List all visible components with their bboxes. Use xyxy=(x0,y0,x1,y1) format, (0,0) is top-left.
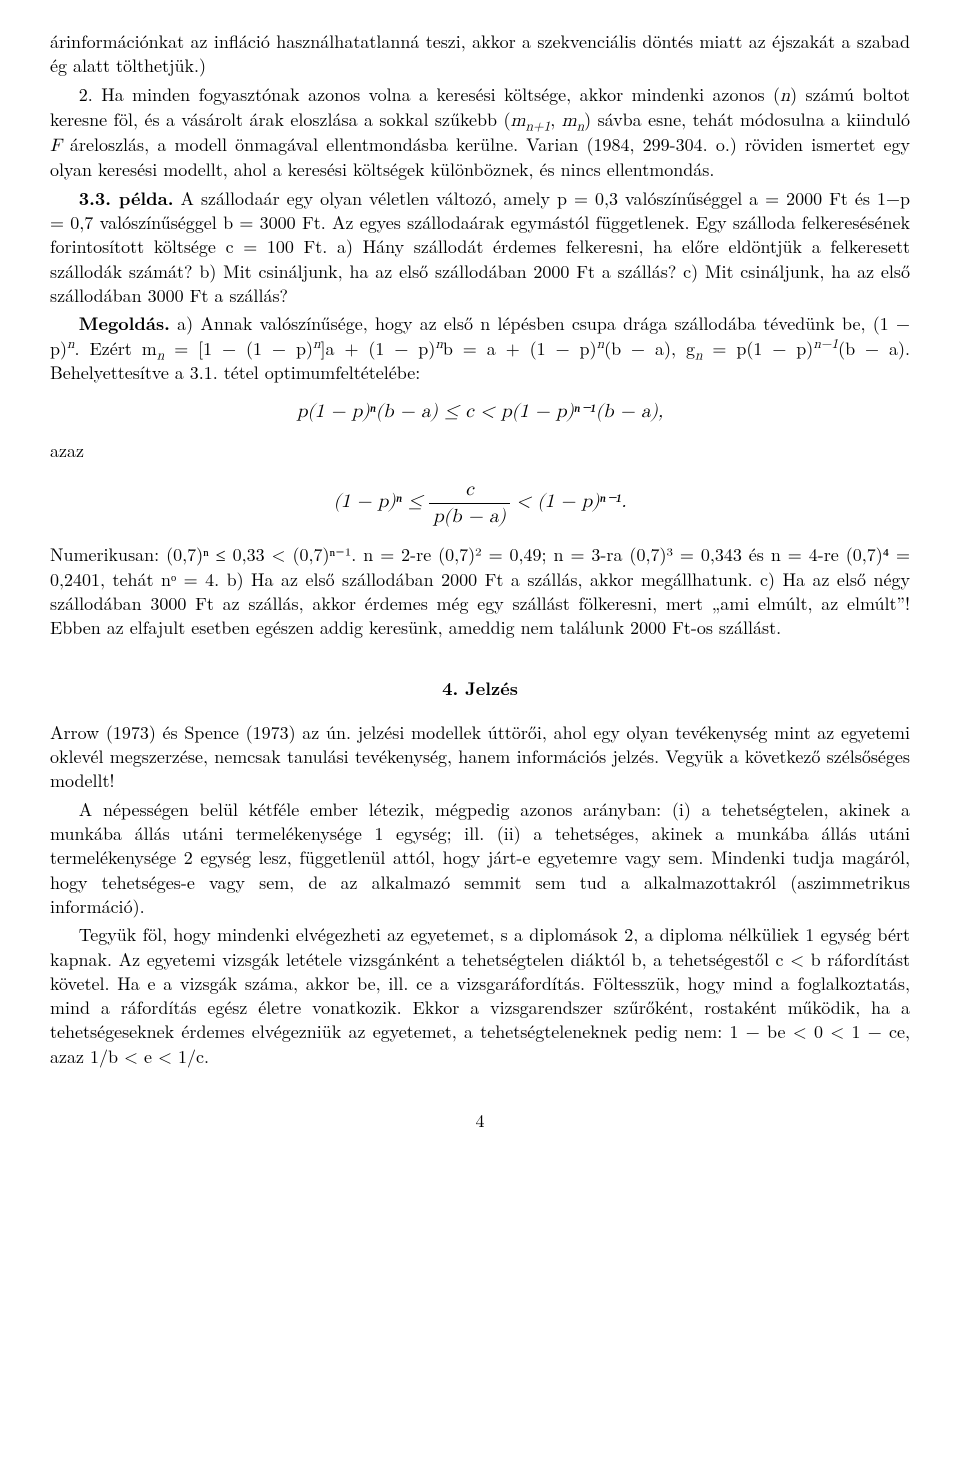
text: b = a + (1 − p) xyxy=(443,336,597,361)
paragraph-item-2: 2. Ha minden fogyasztónak azonos volna a… xyxy=(50,83,910,183)
solution-paragraph: Megoldás. a) Annak valószínűsége, hogy a… xyxy=(50,312,910,385)
text: ) sávba esne, tehát módosulna a kiinduló xyxy=(584,107,910,132)
denominator: p(b − a) xyxy=(429,504,510,530)
section-4-p3: Tegyük föl, hogy mindenki elvégezheti az… xyxy=(50,923,910,1069)
eq-right: < (1 − p)ⁿ⁻¹. xyxy=(510,492,627,511)
m: m xyxy=(562,112,577,130)
solution-label: Megoldás. xyxy=(79,311,170,336)
var-m2: mn xyxy=(562,112,585,130)
equation-1: p(1 − p)ⁿ(b − a) ≤ c < p(1 − p)ⁿ⁻¹(b − a… xyxy=(50,399,910,425)
var-F: F xyxy=(50,137,62,155)
example-label: 3.3. példa. xyxy=(79,186,174,211)
example-3-3: 3.3. példa. A szállodaár egy olyan vélet… xyxy=(50,187,910,308)
comma: , xyxy=(550,107,561,132)
text: 2. Ha minden fogyasztónak azonos volna a… xyxy=(79,82,780,107)
section-4-title: 4. Jelzés xyxy=(50,677,910,701)
paragraph-continuation: árinformációnkat az infláció használhata… xyxy=(50,30,910,79)
text: = [1 − (1 − p) xyxy=(164,336,313,361)
sup: n xyxy=(435,337,443,351)
numeric-paragraph: Numerikusan: (0,7)ⁿ ≤ 0,33 < (0,7)ⁿ⁻¹. n… xyxy=(50,543,910,640)
var-n: n xyxy=(780,87,790,105)
fraction: cp(b − a) xyxy=(429,477,510,529)
text: ]a + (1 − p) xyxy=(321,336,436,361)
var-m1: mn+1 xyxy=(510,112,550,130)
sup: n−1 xyxy=(813,337,838,351)
example-body: A szállodaár egy olyan véletlen változó,… xyxy=(50,186,910,308)
text: áreloszlás, a modell önmagával ellentmon… xyxy=(50,132,910,182)
equation-2: (1 − p)ⁿ ≤ cp(b − a) < (1 − p)ⁿ⁻¹. xyxy=(50,477,910,529)
page-number: 4 xyxy=(50,1109,910,1133)
sup: n xyxy=(313,337,321,351)
text: (b − a), g xyxy=(604,336,695,361)
numerator: c xyxy=(429,477,510,504)
sup: n xyxy=(597,337,605,351)
m: m xyxy=(510,112,525,130)
azaz-label: azaz xyxy=(50,439,910,463)
text: . Ezért m xyxy=(75,336,157,361)
section-4-p2: A népességen belül kétféle ember létezik… xyxy=(50,798,910,919)
eq-left: (1 − p)ⁿ ≤ xyxy=(333,492,429,511)
section-4-p1: Arrow (1973) és Spence (1973) az ún. jel… xyxy=(50,721,910,794)
sup: n xyxy=(67,337,75,351)
text: = p(1 − p) xyxy=(702,336,813,361)
